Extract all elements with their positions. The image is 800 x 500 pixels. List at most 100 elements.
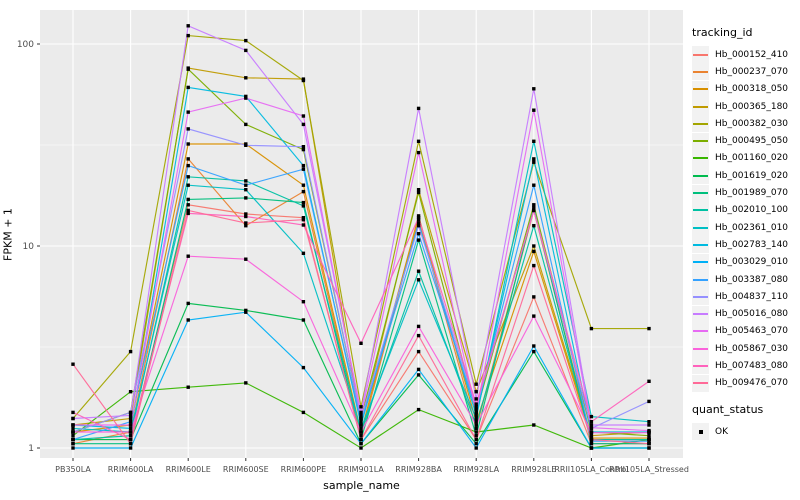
data-point — [186, 163, 190, 168]
legend-tracking-id: tracking_id Hb_000152_410 Hb_000237_070 Hb… — [692, 26, 798, 392]
data-point — [359, 405, 363, 409]
data-point — [244, 188, 248, 192]
legend-item: Hb_000382_030 — [692, 115, 798, 133]
x-tick-label: RRII105LA_Stressed — [609, 465, 689, 474]
legend-item-label: Hb_000495_050 — [715, 136, 789, 147]
legend-quant-status: quant_status OK — [692, 403, 798, 441]
data-point — [128, 446, 133, 450]
data-point — [416, 278, 421, 282]
legend-item-label: Hb_000237_070 — [715, 66, 789, 77]
data-point — [474, 416, 478, 421]
legend-item: Hb_001619_020 — [692, 167, 798, 185]
data-point — [301, 189, 306, 194]
data-point — [416, 238, 421, 242]
line-sample-icon — [693, 313, 708, 316]
x-tick-label: RRIM600LA — [108, 465, 154, 474]
data-point — [186, 208, 190, 213]
data-point — [647, 399, 651, 404]
data-point — [186, 67, 190, 71]
data-point — [301, 223, 306, 227]
legend-key — [692, 305, 709, 323]
legend-key — [692, 167, 709, 185]
legend-key — [692, 340, 709, 358]
data-point — [71, 410, 75, 415]
legend-item-label: Hb_002361_010 — [715, 222, 789, 233]
legend-item: Hb_000152_410 — [692, 46, 798, 64]
data-point — [647, 442, 651, 446]
data-point — [244, 38, 248, 43]
legend-item: Hb_001989_070 — [692, 184, 798, 202]
data-point — [244, 310, 248, 314]
data-point — [359, 341, 363, 345]
data-point — [589, 420, 594, 424]
legend-item: Hb_003029_010 — [692, 253, 798, 271]
legend-key — [692, 149, 709, 167]
data-point — [416, 407, 421, 412]
line-sample-icon — [693, 278, 708, 281]
data-point — [416, 139, 421, 143]
data-point — [532, 349, 536, 354]
legend-item-label: Hb_007483_080 — [715, 360, 789, 371]
data-point — [71, 416, 75, 421]
data-point — [359, 413, 363, 418]
line-sample-icon — [693, 174, 708, 177]
data-point — [71, 442, 75, 446]
data-point — [416, 216, 421, 220]
legend-key — [692, 236, 709, 254]
legend-item: Hb_000495_050 — [692, 132, 798, 150]
line-sample-icon — [693, 226, 708, 229]
data-point — [186, 85, 190, 90]
data-point — [301, 204, 306, 208]
line-sample-icon — [693, 140, 708, 143]
data-point — [244, 212, 248, 216]
data-point — [359, 446, 363, 450]
data-point — [532, 344, 536, 348]
data-point — [301, 365, 306, 370]
data-point — [474, 410, 478, 415]
data-point — [301, 114, 306, 118]
data-point — [128, 442, 133, 446]
data-point — [244, 48, 248, 53]
legend-title: quant_status — [692, 403, 764, 416]
data-point — [128, 410, 133, 415]
data-point — [416, 188, 421, 192]
data-point — [244, 196, 248, 200]
data-point — [589, 442, 594, 446]
legend-item-label: Hb_000365_180 — [715, 101, 789, 112]
data-point — [647, 431, 651, 435]
data-point — [589, 426, 594, 430]
data-point — [128, 430, 133, 434]
data-point — [301, 410, 306, 415]
x-tick-label: RRIM928BA — [395, 465, 442, 474]
data-point — [474, 442, 478, 446]
data-point — [589, 326, 594, 331]
data-point — [301, 251, 306, 255]
data-point — [128, 349, 133, 354]
legend-key — [692, 46, 709, 64]
x-tick-label: PB350LA — [55, 465, 91, 474]
data-point — [301, 183, 306, 187]
data-point — [474, 423, 478, 427]
data-point — [128, 426, 133, 431]
data-point — [474, 382, 478, 386]
data-point — [128, 420, 133, 424]
x-tick-label: RRIM901LA — [338, 465, 384, 474]
data-point — [186, 33, 190, 38]
legend-item: Hb_001160_020 — [692, 149, 798, 167]
data-point — [244, 94, 248, 99]
data-point — [244, 76, 248, 80]
line-sample-icon — [693, 105, 708, 108]
data-point — [359, 426, 363, 431]
legend-item-label: Hb_005867_030 — [715, 343, 789, 354]
data-point — [186, 142, 190, 146]
data-point — [474, 402, 478, 406]
data-point — [186, 203, 190, 207]
data-point — [532, 249, 536, 254]
x-tick-label: RRIM928LA — [453, 465, 499, 474]
data-point — [301, 78, 306, 83]
legend-key — [692, 288, 709, 306]
data-point — [244, 96, 248, 100]
line-sample-icon — [693, 295, 708, 298]
data-point — [244, 214, 248, 219]
